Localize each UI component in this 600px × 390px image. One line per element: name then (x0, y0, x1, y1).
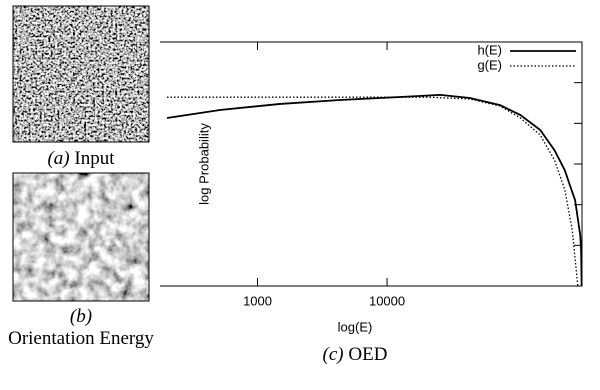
caption-b: (b)Orientation Energy (6, 306, 156, 350)
plot-frame (160, 42, 582, 286)
page: (a) Input (b)Orientation Energy log Prob… (0, 0, 600, 390)
input-image (13, 6, 149, 142)
caption-label: (c) (323, 344, 344, 365)
chart-caption: (c) OED (323, 344, 388, 365)
legend-label: g(E) (477, 57, 502, 72)
x-tick-label: 1000 (243, 293, 272, 308)
panel-caption: Input (74, 148, 114, 169)
caption-text: OED (348, 344, 387, 365)
panel-label: (a) (47, 148, 69, 169)
caption-a: (a) Input (6, 148, 156, 170)
series-line (167, 95, 582, 286)
x-tick-label: 10000 (369, 293, 405, 308)
x-axis-label: log(E) (338, 319, 373, 334)
panel-caption: Orientation Energy (6, 328, 156, 350)
panel-label: (b) (6, 306, 156, 328)
series-line (167, 97, 578, 286)
energy-image (13, 173, 149, 301)
legend-label: h(E) (477, 42, 502, 57)
chart: log Probability log(E) (c) OED 10.10.010… (160, 0, 600, 390)
y-axis-label: log Probability (196, 123, 211, 205)
